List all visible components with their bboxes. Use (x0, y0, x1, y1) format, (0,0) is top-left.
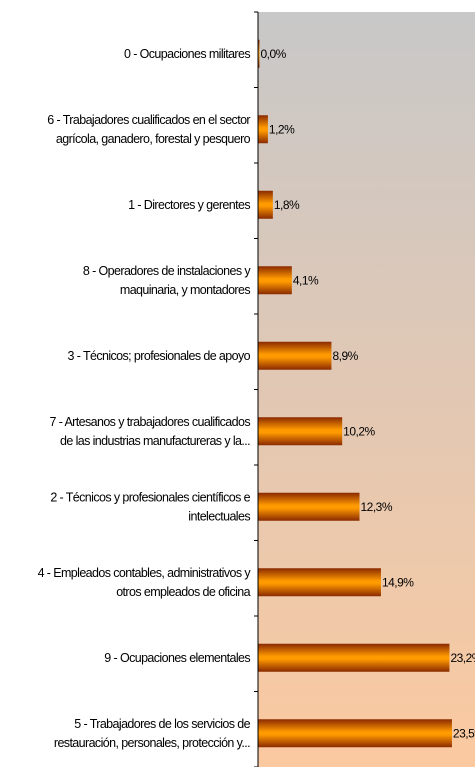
bar (258, 190, 273, 219)
data-label: 14,9% (382, 575, 414, 589)
bar (258, 568, 381, 597)
category-label: 6 - Trabajadores cualificados en el sect… (47, 113, 250, 127)
data-label: 1,2% (269, 122, 295, 136)
bar (258, 417, 343, 446)
category-label: maquinaria, y montadores (120, 283, 250, 297)
data-label: 23,2% (450, 651, 475, 665)
plot-background (258, 12, 475, 767)
data-label: 1,8% (274, 198, 300, 212)
category-label: 5 - Trabajadores de los servicios de (74, 717, 250, 731)
bar (258, 492, 360, 521)
category-label: 0 - Ocupaciones militares (124, 47, 250, 61)
category-label: 7 - Artesanos y trabajadores cualificado… (49, 415, 250, 429)
category-label: agrícola, ganadero, forestal y pesquero (56, 132, 251, 146)
data-label: 23,5% (453, 726, 475, 740)
category-label: otros empleados de oficina (116, 585, 250, 599)
category-label: de las industrias manufactureras y la... (60, 434, 250, 448)
bar (258, 341, 332, 370)
category-label: intelectuales (188, 509, 250, 523)
category-label: 3 - Técnicos; profesionales de apoyo (68, 349, 251, 363)
data-label: 8,9% (332, 349, 358, 363)
category-label: 4 - Empleados contables, administrativos… (38, 566, 252, 580)
category-label: 2 - Técnicos y profesionales científicos… (50, 490, 250, 504)
bar (258, 643, 450, 672)
category-label: 8 - Operadores de instalaciones y (83, 264, 251, 278)
data-label: 12,3% (360, 500, 392, 514)
bar (258, 266, 292, 295)
category-label: 1 - Directores y gerentes (128, 198, 250, 212)
category-label: restauración, personales, protección y..… (54, 736, 250, 750)
bar (258, 39, 260, 68)
data-label: 4,1% (293, 273, 319, 287)
bar (258, 719, 452, 748)
bar (258, 115, 268, 144)
category-label: 9 - Ocupaciones elementales (104, 651, 250, 665)
data-label: 10,2% (343, 424, 375, 438)
data-label: 0,0% (261, 47, 287, 61)
